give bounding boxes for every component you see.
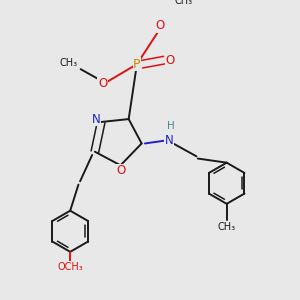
- Text: O: O: [156, 19, 165, 32]
- Text: CH₃: CH₃: [218, 222, 236, 232]
- Text: OCH₃: OCH₃: [57, 262, 83, 272]
- Text: H: H: [167, 121, 175, 130]
- Text: CH₃: CH₃: [59, 58, 77, 68]
- Text: N: N: [165, 134, 173, 147]
- Text: N: N: [92, 113, 100, 126]
- Text: O: O: [116, 164, 125, 177]
- Text: P: P: [133, 58, 141, 71]
- Text: O: O: [166, 54, 175, 67]
- Text: CH₃: CH₃: [175, 0, 193, 6]
- Text: O: O: [98, 77, 107, 90]
